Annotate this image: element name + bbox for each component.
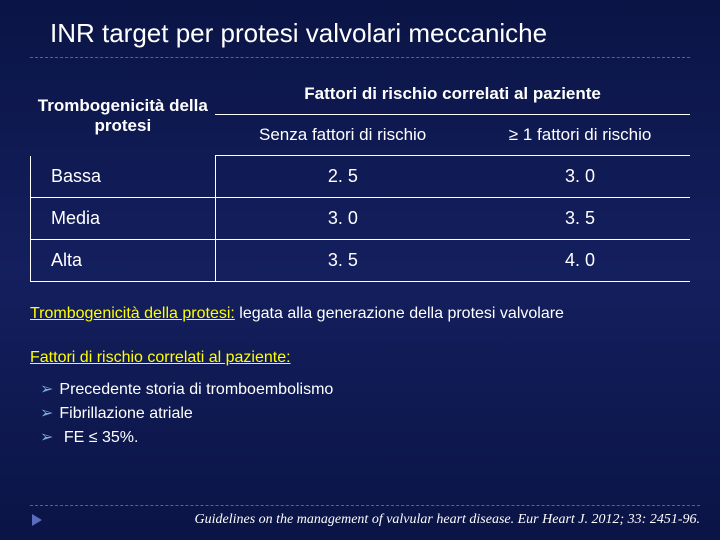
table-row: Media 3. 0 3. 5 xyxy=(31,198,691,240)
risk-factor-list: Precedente storia di tromboembolismo Fib… xyxy=(40,378,720,450)
cell-value: 3. 5 xyxy=(215,240,470,282)
table-row: Bassa 2. 5 3. 0 xyxy=(31,156,691,198)
row-label: Media xyxy=(31,198,216,240)
citation-text: Guidelines on the management of valvular… xyxy=(30,505,700,528)
note2-label: Fattori di rischio correlati al paziente… xyxy=(30,349,291,366)
cell-value: 3. 5 xyxy=(470,198,690,240)
inr-table: Trombogenicità della protesi Fattori di … xyxy=(30,76,690,282)
note-thrombogenicity: Trombogenicità della protesi: legata all… xyxy=(30,302,690,326)
subheader-no-risk: Senza fattori di rischio xyxy=(215,115,470,156)
list-item: FE ≤ 35%. xyxy=(40,426,720,450)
cell-value: 3. 0 xyxy=(215,198,470,240)
row-label: Bassa xyxy=(31,156,216,198)
list-item: Precedente storia di tromboembolismo xyxy=(40,378,720,402)
header-thrombogenicity: Trombogenicità della protesi xyxy=(31,76,216,156)
note-risk-factors: Fattori di rischio correlati al paziente… xyxy=(30,346,690,370)
table-row: Alta 3. 5 4. 0 xyxy=(31,240,691,282)
cell-value: 2. 5 xyxy=(215,156,470,198)
inr-table-container: Trombogenicità della protesi Fattori di … xyxy=(30,76,690,282)
note1-text: legata alla generazione della protesi va… xyxy=(235,305,564,322)
note1-label: Trombogenicità della protesi: xyxy=(30,305,235,322)
list-item: Fibrillazione atriale xyxy=(40,402,720,426)
cell-value: 4. 0 xyxy=(470,240,690,282)
divider-top xyxy=(30,57,690,58)
cell-value: 3. 0 xyxy=(470,156,690,198)
subheader-with-risk: ≥ 1 fattori di rischio xyxy=(470,115,690,156)
slide-title: INR target per protesi valvolari meccani… xyxy=(0,0,720,57)
row-label: Alta xyxy=(31,240,216,282)
header-risk-factors: Fattori di rischio correlati al paziente xyxy=(215,76,690,115)
